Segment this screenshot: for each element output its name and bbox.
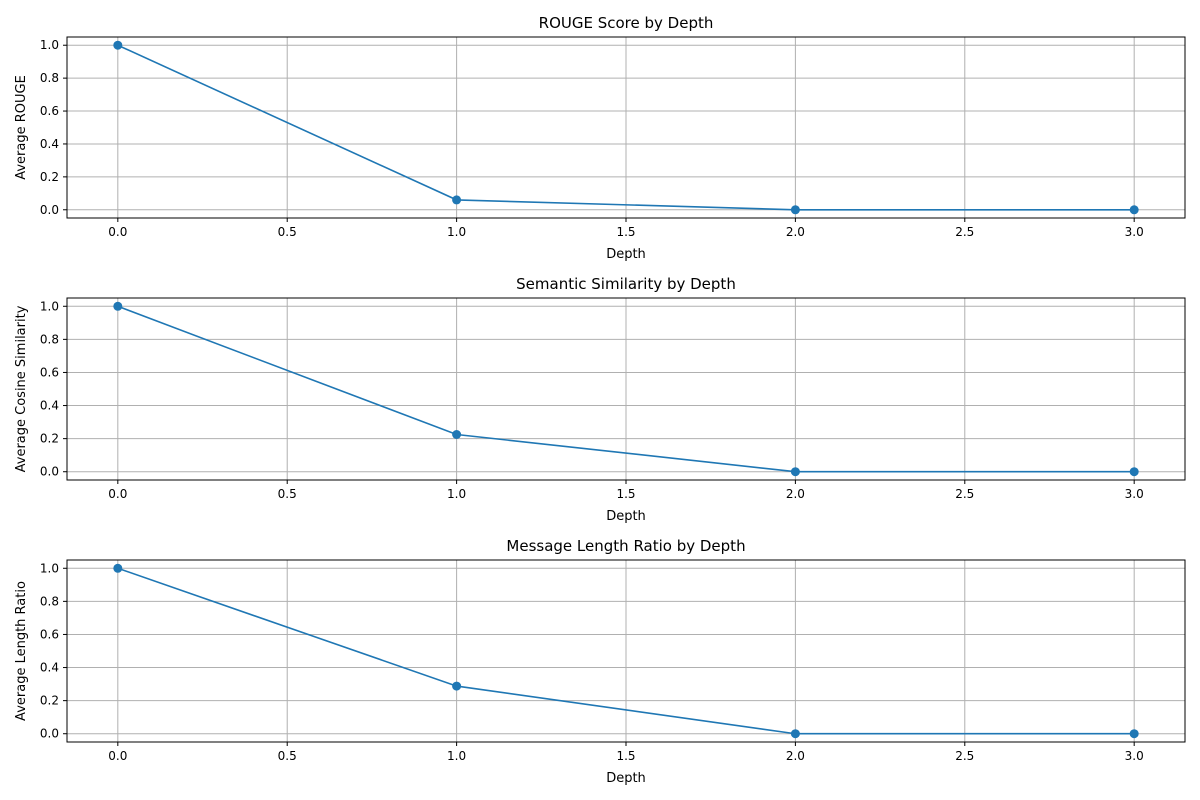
subplot-1: 0.0 0.5 1.0 1.5 2.0 2.5 3.0 0.0 0.2 0.4 0.6 0.8 1.0 R…: [14, 14, 1186, 262]
x-tick-label: 0.0: [108, 225, 127, 239]
x-tick-label: 1.0: [447, 749, 466, 763]
x-tick-label: 1.5: [616, 487, 635, 501]
y-tick-label: 0.4: [40, 661, 59, 675]
data-point: [790, 467, 800, 477]
x-tick-label: 1.5: [616, 225, 635, 239]
y-tick-label: 0.2: [40, 694, 59, 708]
series-line: [117, 305, 1135, 473]
y-axis-label: Average Length Ratio: [14, 581, 29, 721]
y-tick-label: 1.0: [40, 299, 59, 313]
axes-frame: [66, 297, 1186, 481]
chart-title: Semantic Similarity by Depth: [516, 275, 736, 293]
x-tick-label: 2.0: [786, 225, 805, 239]
x-tick-label: 0.5: [278, 487, 297, 501]
y-tick-label: 0.4: [40, 137, 59, 151]
data-point: [1129, 729, 1139, 739]
y-tick-label: 1.0: [40, 38, 59, 52]
x-tick-label: 0.5: [278, 225, 297, 239]
data-point: [452, 195, 462, 205]
x-tick-label: 1.0: [447, 225, 466, 239]
data-point: [113, 40, 123, 50]
y-tick-label: 0.4: [40, 399, 59, 413]
data-point: [1129, 205, 1139, 215]
x-axis-label: Depth: [606, 771, 646, 786]
y-tick-label: 0.0: [40, 465, 59, 479]
series-line: [117, 567, 1135, 735]
y-tick-label: 0.0: [40, 727, 59, 741]
x-tick-label: 1.0: [447, 487, 466, 501]
y-tick-label: 0.8: [40, 594, 59, 608]
x-tick-label: 0.0: [108, 487, 127, 501]
y-tick-label: 0.2: [40, 170, 59, 184]
data-point: [113, 563, 123, 573]
x-tick-label: 0.5: [278, 749, 297, 763]
axes-frame: [66, 36, 1186, 219]
y-tick-label: 0.6: [40, 365, 59, 379]
data-point: [452, 430, 462, 439]
chart-title: ROUGE Score by Depth: [539, 14, 714, 32]
data-point: [452, 681, 462, 691]
x-tick-label: 2.5: [955, 487, 974, 501]
subplot-3: 0.0 0.5 1.0 1.5 2.0 2.5 3.0 0.0 0.2 0.4 0.6 0.8 1.0 M…: [14, 537, 1186, 786]
y-tick-label: 0.2: [40, 432, 59, 446]
x-tick-label: 2.5: [955, 749, 974, 763]
y-tick-label: 0.0: [40, 203, 59, 217]
x-tick-label: 3.0: [1125, 487, 1144, 501]
subplot-2: 0.0 0.5 1.0 1.5 2.0 2.5 3.0 0.0 0.2 0.4 0.6 0.8 1.0 S…: [14, 275, 1186, 524]
x-tick-label: 3.0: [1125, 749, 1144, 763]
y-tick-label: 0.8: [40, 71, 59, 85]
y-tick-label: 1.0: [40, 561, 59, 575]
axes-frame: [66, 559, 1186, 743]
series-line: [117, 44, 1135, 211]
x-axis-label: Depth: [606, 247, 646, 262]
x-tick-label: 0.0: [108, 749, 127, 763]
y-axis-label: Average Cosine Similarity: [14, 305, 29, 472]
x-tick-label: 2.0: [786, 749, 805, 763]
x-tick-label: 2.5: [955, 225, 974, 239]
y-tick-label: 0.6: [40, 627, 59, 641]
data-point: [790, 205, 800, 215]
x-tick-label: 3.0: [1125, 225, 1144, 239]
y-tick-label: 0.8: [40, 332, 59, 346]
x-axis-label: Depth: [606, 509, 646, 524]
y-axis-label: Average ROUGE: [14, 75, 29, 180]
chart-title: Message Length Ratio by Depth: [506, 537, 745, 555]
y-tick-label: 0.6: [40, 104, 59, 118]
data-point: [1129, 467, 1139, 477]
x-tick-label: 2.0: [786, 487, 805, 501]
data-point: [113, 301, 123, 311]
x-tick-label: 1.5: [616, 749, 635, 763]
data-point: [790, 729, 800, 739]
